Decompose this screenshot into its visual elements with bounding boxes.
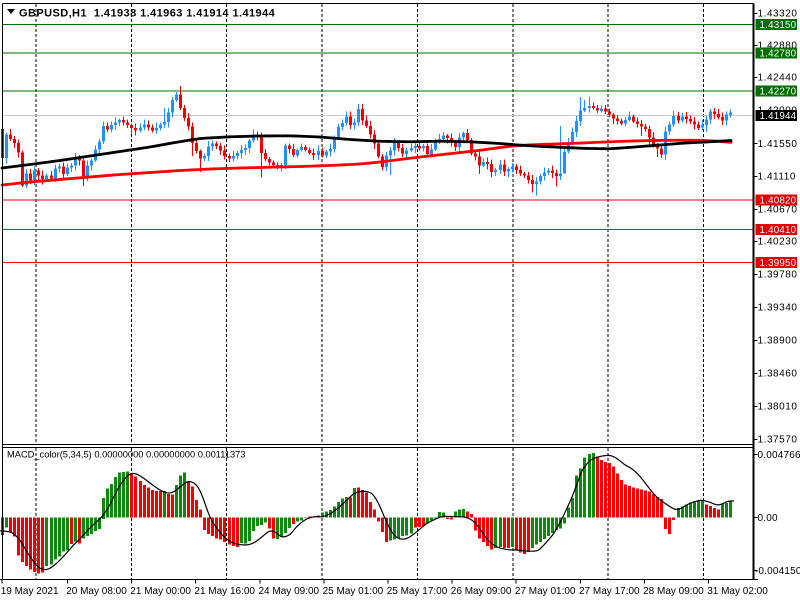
- svg-text:-0.004150: -0.004150: [755, 566, 800, 577]
- svg-text:1.42270: 1.42270: [760, 86, 797, 97]
- svg-text:1.40410: 1.40410: [760, 225, 797, 236]
- svg-text:1.37570: 1.37570: [758, 435, 798, 446]
- svg-text:25 May 17:00: 25 May 17:00: [387, 586, 448, 597]
- svg-text:0.0047661: 0.0047661: [758, 450, 800, 461]
- svg-text:1.43320: 1.43320: [758, 9, 798, 20]
- svg-text:25 May 01:00: 25 May 01:00: [323, 586, 384, 597]
- svg-text:21 May 16:00: 21 May 16:00: [194, 586, 255, 597]
- svg-text:1.41944: 1.41944: [760, 111, 797, 122]
- svg-text:1.42780: 1.42780: [760, 48, 797, 59]
- svg-text:1.39950: 1.39950: [760, 258, 797, 269]
- svg-text:28 May 09:00: 28 May 09:00: [643, 586, 704, 597]
- svg-text:19 May 2021: 19 May 2021: [1, 586, 59, 597]
- svg-text:24 May 09:00: 24 May 09:00: [259, 586, 320, 597]
- svg-text:1.42440: 1.42440: [758, 73, 798, 84]
- svg-text:20 May 08:00: 20 May 08:00: [66, 586, 127, 597]
- svg-text:1.41110: 1.41110: [758, 172, 797, 183]
- svg-text:1.38460: 1.38460: [758, 369, 798, 380]
- svg-text:1.40820: 1.40820: [760, 195, 797, 206]
- svg-text:0.00: 0.00: [758, 513, 779, 524]
- svg-text:1.38010: 1.38010: [758, 402, 798, 413]
- svg-text:1.40230: 1.40230: [758, 237, 798, 248]
- svg-text:27 May 17:00: 27 May 17:00: [579, 586, 640, 597]
- svg-text:GBPUSD,H1 1.41938 1.41963 1.4: GBPUSD,H1 1.41938 1.41963 1.41914 1.4194…: [19, 8, 276, 20]
- svg-text:1.41550: 1.41550: [758, 139, 798, 150]
- svg-text:1.39340: 1.39340: [758, 303, 798, 314]
- svg-text:27 May 01:00: 27 May 01:00: [515, 586, 576, 597]
- svg-text:31 May 02:00: 31 May 02:00: [707, 586, 768, 597]
- svg-text:MACD_color(5,34,5) 0.00000000: MACD_color(5,34,5) 0.00000000 0.00000000…: [7, 450, 245, 460]
- svg-text:1.38900: 1.38900: [758, 336, 798, 347]
- svg-text:1.39780: 1.39780: [758, 270, 798, 281]
- svg-text:26 May 09:00: 26 May 09:00: [451, 586, 512, 597]
- svg-text:1.43150: 1.43150: [760, 20, 797, 31]
- svg-text:21 May 00:00: 21 May 00:00: [130, 586, 191, 597]
